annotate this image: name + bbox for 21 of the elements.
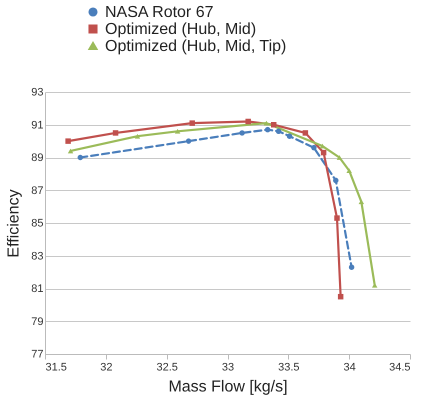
x-tick-label: 34.5 [389, 362, 410, 374]
y-tick-label: 93 [31, 86, 44, 98]
x-axis-title: Mass Flow [kg/s] [168, 378, 288, 396]
legend-label: Optimized (Hub, Mid) [105, 21, 256, 38]
x-tick-label: 33.5 [278, 362, 300, 374]
y-tick-label: 87 [31, 184, 44, 197]
y-tick-label: 91 [31, 119, 44, 132]
x-tick-label: 32 [100, 362, 112, 374]
x-tick-label: 31.5 [46, 362, 67, 374]
legend-label: NASA Rotor 67 [105, 4, 214, 21]
x-tick-label: 33 [222, 362, 234, 374]
y-tick-label: 89 [31, 152, 44, 164]
y-tick-label: 81 [31, 283, 44, 295]
x-tick-label: 32.5 [156, 362, 178, 374]
y-tick-label: 77 [31, 348, 44, 360]
y-tick-label: 85 [31, 218, 44, 230]
y-tick-label: 83 [31, 250, 44, 262]
x-tick-label: 34 [344, 362, 356, 374]
y-tick-label: 79 [31, 316, 44, 328]
y-axis-title: Efficiency [5, 189, 22, 258]
legend-label: Optimized (Hub, Mid, Tip) [105, 38, 286, 55]
